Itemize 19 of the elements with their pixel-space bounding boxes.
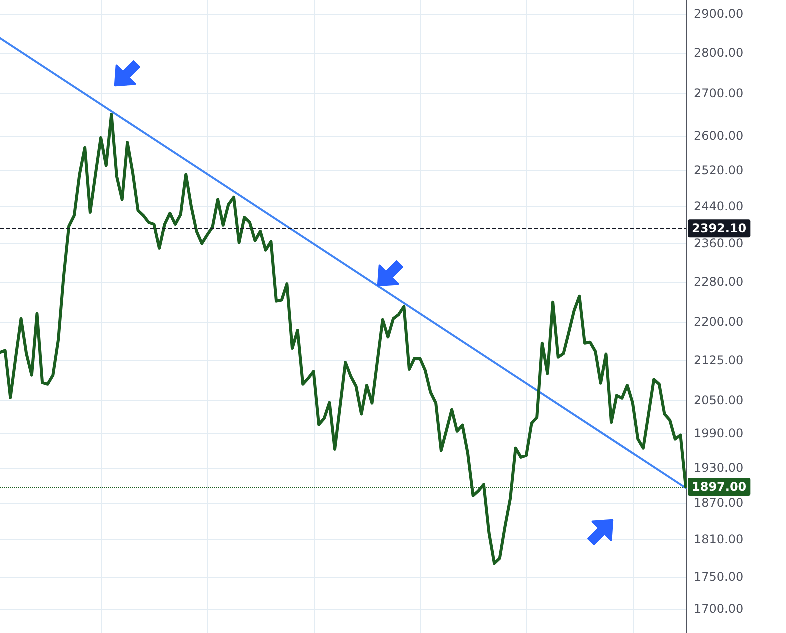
- y-tick-label: 2800.00: [694, 46, 744, 60]
- y-tick-label: 1700.00: [694, 602, 744, 616]
- y-tick-label: 1750.00: [694, 570, 744, 584]
- y-tick-label: 2900.00: [694, 7, 744, 22]
- ref-line-label: 1897.00: [692, 480, 747, 494]
- y-tick-label: 2050.00: [694, 394, 744, 408]
- y-tick-label: 2600.00: [694, 128, 744, 143]
- y-tick-label: 1930.00: [694, 460, 744, 475]
- y-tick-label: 1810.00: [694, 532, 744, 546]
- y-tick-label: 2200.00: [694, 314, 744, 329]
- y-tick-label: 2125.00: [694, 354, 744, 368]
- y-tick-label: 1870.00: [694, 496, 744, 510]
- y-tick-label: 2440.00: [694, 200, 744, 214]
- y-tick-label: 2520.00: [694, 164, 744, 178]
- y-tick-label: 2280.00: [694, 275, 744, 290]
- y-tick-label: 1990.00: [694, 426, 744, 441]
- ref-line-label: 2392.10: [692, 222, 747, 236]
- y-tick-label: 2700.00: [694, 86, 744, 101]
- y-tick-label: 2360.00: [694, 236, 744, 251]
